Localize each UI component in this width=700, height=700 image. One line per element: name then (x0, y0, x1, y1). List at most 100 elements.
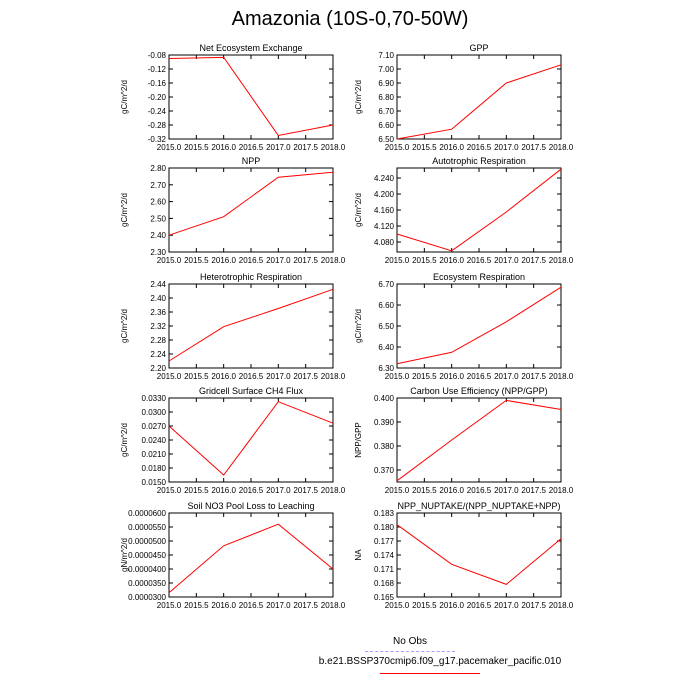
x-tick-label: 2017.0 (266, 143, 291, 152)
panel-title: Ecosystem Respiration (433, 272, 525, 282)
x-tick-label: 2017.5 (521, 143, 546, 152)
y-tick-label: 0.0300 (142, 408, 167, 417)
y-tick-label: 0.370 (374, 466, 395, 475)
x-tick-label: 2017.0 (494, 486, 519, 495)
figure-title: Amazonia (10S-0,70-50W) (231, 8, 469, 30)
y-axis-label: gC/m^2/d (354, 80, 363, 114)
y-tick-label: 0.0270 (142, 422, 167, 431)
panel-title: NPP_NUPTAKE/(NPP_NUPTAKE+NPP) (398, 501, 561, 511)
y-tick-label: 6.70 (378, 107, 394, 116)
y-tick-label: 4.080 (374, 238, 395, 247)
y-tick-label: 0.0000550 (128, 523, 166, 532)
y-axis-label: gC/m^2/d (354, 309, 363, 343)
series-line (396, 399, 562, 482)
x-tick-label: 2017.0 (494, 372, 519, 381)
y-tick-label: 0.0000600 (128, 509, 166, 518)
y-tick-label: 2.40 (150, 294, 166, 303)
x-tick-label: 2017.5 (293, 256, 318, 265)
y-tick-label: 0.400 (374, 394, 395, 403)
y-tick-label: 2.60 (150, 198, 166, 207)
y-tick-label: 2.70 (150, 181, 166, 190)
series-line (396, 524, 562, 585)
x-tick-label: 2017.5 (293, 143, 318, 152)
x-tick-label: 2018.0 (321, 372, 346, 381)
x-tick-label: 2016.5 (467, 372, 492, 381)
y-tick-label: 0.0000350 (128, 579, 166, 588)
x-tick-label: 2016.5 (467, 143, 492, 152)
y-tick-label: 6.70 (378, 280, 394, 289)
plot-frame (168, 397, 334, 483)
y-tick-label: 0.0240 (142, 436, 167, 445)
x-tick-label: 2018.0 (321, 601, 346, 610)
x-tick-label: 2015.5 (184, 601, 209, 610)
x-tick-label: 2015.5 (184, 143, 209, 152)
x-tick-label: 2016.0 (439, 256, 464, 265)
x-tick-label: 2015.0 (157, 486, 182, 495)
x-tick-label: 2017.0 (494, 143, 519, 152)
plot-frame (396, 54, 562, 140)
y-tick-label: 6.60 (378, 301, 394, 310)
y-tick-label: 2.20 (150, 364, 166, 373)
x-tick-label: 2017.0 (494, 601, 519, 610)
legend-model-line (380, 673, 480, 674)
y-tick-label: 4.160 (374, 206, 395, 215)
series-line (168, 523, 334, 594)
x-tick-label: 2016.5 (467, 486, 492, 495)
y-tick-label: -0.24 (148, 107, 167, 116)
plot-frame (396, 167, 562, 253)
x-tick-label: 2015.5 (412, 256, 437, 265)
panel-title: GPP (469, 43, 488, 53)
x-tick-label: 2017.0 (266, 486, 291, 495)
x-tick-label: 2018.0 (549, 143, 574, 152)
y-tick-label: -0.16 (148, 79, 167, 88)
x-tick-label: 2015.5 (412, 486, 437, 495)
x-tick-label: 2016.0 (211, 486, 236, 495)
plot-frame (168, 283, 334, 369)
y-axis-label: gC/m^2/d (354, 193, 363, 227)
x-tick-label: 2016.0 (439, 372, 464, 381)
y-tick-label: 0.0000450 (128, 551, 166, 560)
y-tick-label: 0.174 (374, 551, 395, 560)
x-tick-label: 2017.5 (521, 256, 546, 265)
x-tick-label: 2017.5 (521, 372, 546, 381)
series-line (396, 286, 562, 365)
y-tick-label: 0.168 (374, 579, 395, 588)
y-tick-label: 0.171 (374, 565, 395, 574)
y-tick-label: 2.50 (150, 214, 166, 223)
y-tick-label: 4.240 (374, 174, 395, 183)
y-tick-label: 2.80 (150, 164, 166, 173)
y-tick-label: 0.177 (374, 537, 395, 546)
x-tick-label: 2016.0 (211, 372, 236, 381)
x-tick-label: 2015.0 (157, 256, 182, 265)
x-tick-label: 2017.5 (293, 486, 318, 495)
x-tick-label: 2017.5 (521, 486, 546, 495)
y-tick-label: 7.10 (378, 51, 394, 60)
plot-frame (396, 397, 562, 483)
y-tick-label: -0.28 (148, 121, 167, 130)
y-axis-label: gN/m^2/d (120, 538, 129, 572)
legend-obs-label: No Obs (393, 636, 427, 647)
y-axis-label: NA (354, 549, 363, 561)
panel-title: Heterotrophic Respiration (200, 272, 302, 282)
y-tick-label: 7.00 (378, 65, 394, 74)
x-tick-label: 2018.0 (549, 372, 574, 381)
x-tick-label: 2016.0 (439, 143, 464, 152)
y-tick-label: 6.60 (378, 121, 394, 130)
x-tick-label: 2015.5 (412, 372, 437, 381)
x-tick-label: 2017.0 (266, 601, 291, 610)
x-tick-label: 2018.0 (321, 256, 346, 265)
x-tick-label: 2015.0 (385, 486, 410, 495)
y-tick-label: 0.390 (374, 418, 395, 427)
panel-title: Gridcell Surface CH4 Flux (199, 386, 304, 396)
y-axis-label: NPP/GPP (354, 422, 363, 458)
y-tick-label: 2.36 (150, 308, 166, 317)
y-tick-label: 0.180 (374, 523, 395, 532)
y-axis-label: gC/m^2/d (120, 193, 129, 227)
x-tick-label: 2018.0 (549, 486, 574, 495)
x-tick-label: 2015.5 (184, 256, 209, 265)
panel-title: Soil NO3 Pool Loss to Leaching (187, 501, 314, 511)
panel-title: Autotrophic Respiration (432, 156, 526, 166)
x-tick-label: 2018.0 (321, 486, 346, 495)
y-tick-label: 2.40 (150, 231, 166, 240)
